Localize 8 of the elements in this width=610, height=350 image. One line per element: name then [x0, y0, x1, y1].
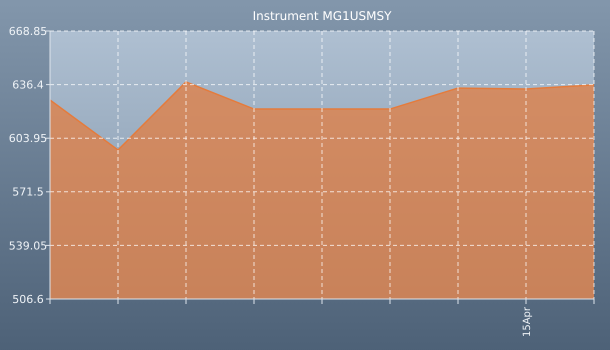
y-tick-label: 571.5 [12, 186, 44, 199]
chart-title: Instrument MG1USMSY [252, 9, 392, 23]
y-tick-label: 506.6 [12, 292, 44, 306]
y-tick-label: 636.4 [12, 78, 44, 92]
y-tick-label: 539.05 [8, 239, 48, 252]
x-tick-label: 15Apr [522, 306, 533, 338]
y-tick-label: 603.95 [8, 132, 48, 146]
y-tick-label: 668.85 [8, 24, 48, 38]
